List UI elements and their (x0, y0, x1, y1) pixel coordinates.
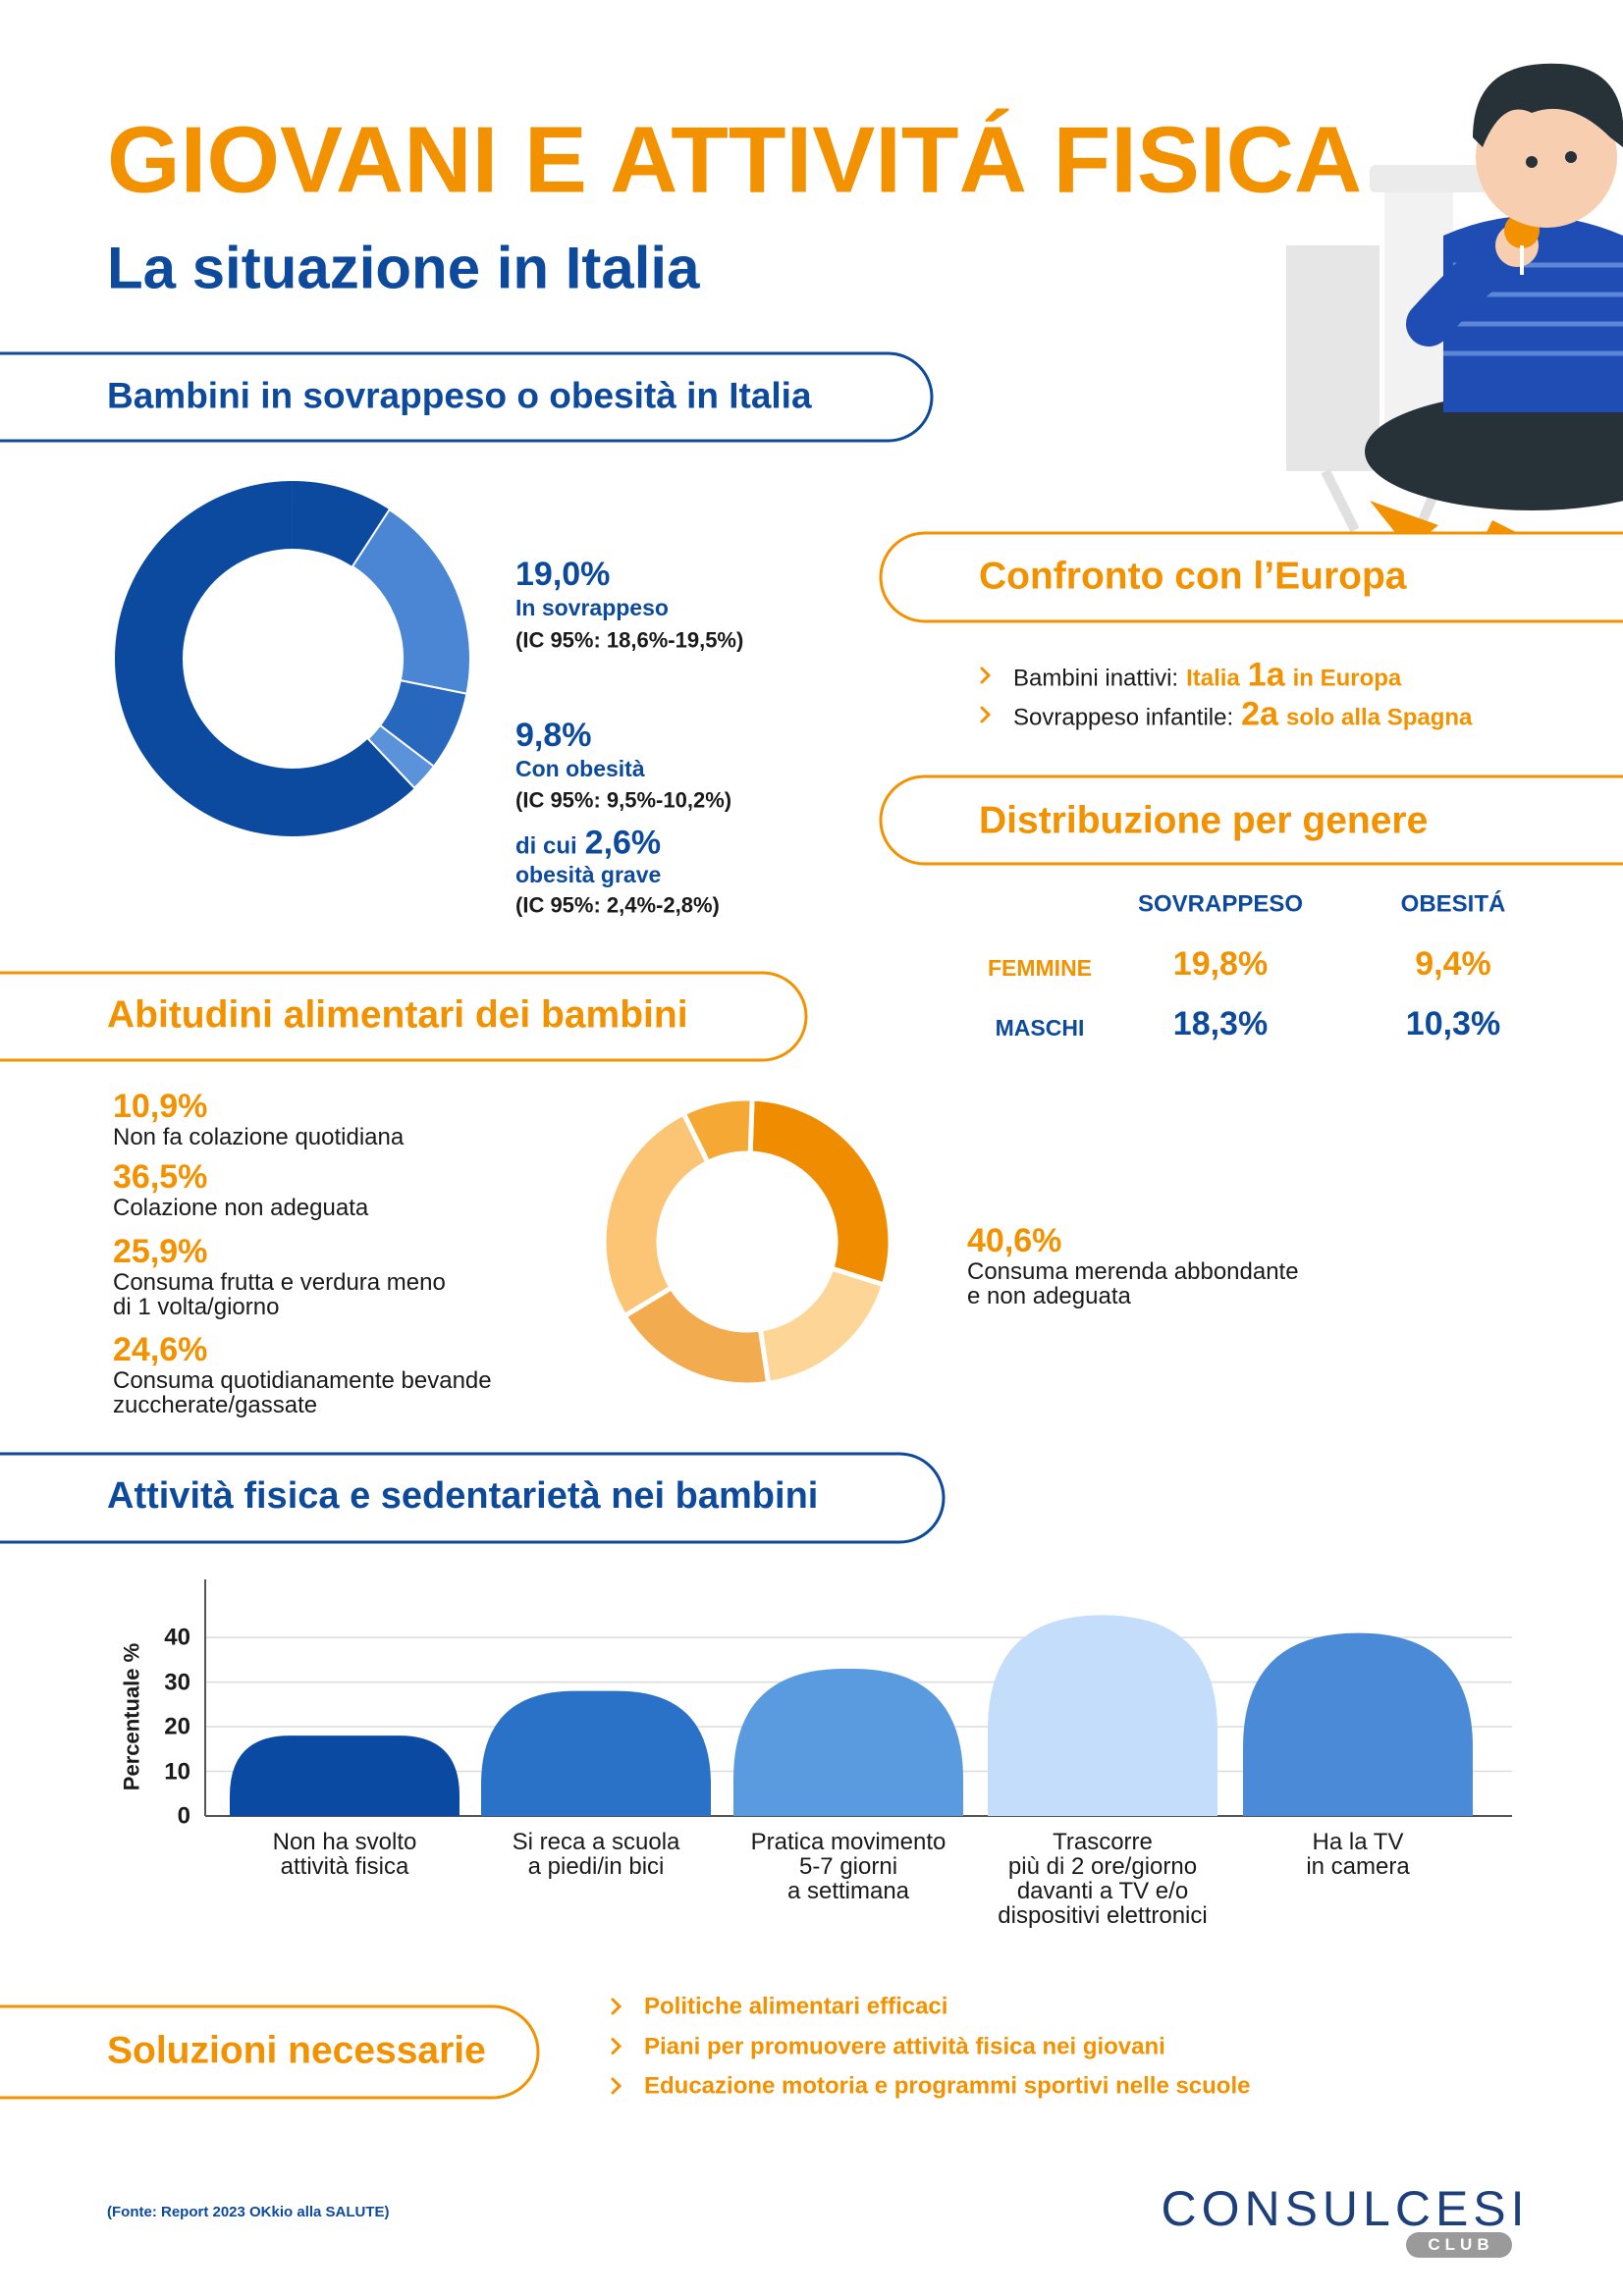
item-suffix: in Europa (1292, 665, 1402, 692)
solution-item: Politiche alimentari efficaci (644, 1993, 948, 2020)
category-label: Non fa colazione quotidiana (113, 1124, 405, 1150)
item-label: Sovrappeso infantile: (1013, 704, 1234, 731)
value-label: 40,6% (967, 1222, 1062, 1260)
value-label: 24,6% (113, 1331, 208, 1369)
logo-name: CONSULCESI (1161, 2180, 1530, 2236)
table-cell: 9,4% (1415, 945, 1491, 984)
title: GIOVANI E ATTIVITÁ FISICA (107, 107, 1363, 213)
section-title: Abitudini alimentari dei bambini (107, 993, 688, 1037)
logo-tag: CLUB (1428, 2235, 1494, 2255)
bullet-chevron (611, 2077, 622, 2095)
bar (1243, 1632, 1473, 1816)
donut-slice (601, 1109, 712, 1320)
donut-slice (747, 1095, 893, 1289)
bullet-chevron (611, 2038, 622, 2055)
item-label: Bambini inattivi: (1013, 665, 1179, 692)
illustration (1286, 63, 1623, 579)
item-suffix: solo alla Spagna (1285, 704, 1473, 731)
category-label: Consuma merenda abbondante e non adeguat… (967, 1258, 1299, 1309)
table-cell: 10,3% (1405, 1005, 1501, 1043)
subset-prefix: di cui (515, 832, 577, 860)
bar (733, 1668, 963, 1816)
value-label: 2,6% (584, 824, 662, 862)
section-title: Distribuzione per genere (979, 799, 1429, 842)
section-title: Soluzioni necessarie (107, 2029, 486, 2072)
value-label: 10,9% (113, 1088, 208, 1126)
section-title: Attività fisica e sedentarietà nei bambi… (107, 1475, 819, 1518)
interval-label: (IC 95%: 9,5%-10,2%) (515, 787, 732, 813)
bar (988, 1615, 1217, 1816)
section-pill (879, 531, 1623, 623)
bar (230, 1735, 460, 1816)
y-axis-label: Percentuale % (119, 1642, 144, 1791)
donut-slice (679, 1095, 755, 1166)
value-label: 19,0% (515, 556, 611, 594)
x-tick-label: Ha la TV in camera (1306, 1829, 1410, 1880)
item-rank: 2a (1241, 695, 1278, 733)
y-tick-label: 40 (164, 1624, 190, 1651)
item-highlight: Italia (1186, 665, 1240, 692)
category-label: Con obesità (515, 755, 645, 781)
value-label: 36,5% (113, 1158, 208, 1197)
category-label: Consuma quotidianamente bevande zucchera… (113, 1367, 492, 1418)
subtitle: La situazione in Italia (107, 235, 700, 301)
section-pill (879, 774, 1623, 866)
section-title: Confronto con l’Europa (979, 555, 1407, 598)
logo-tag-bg (1406, 2232, 1512, 2258)
bullet-chevron (611, 1998, 622, 2015)
category-label: Consuma frutta e verdura meno di 1 volta… (113, 1269, 446, 1320)
category-label: In sovrappeso (515, 594, 669, 620)
y-tick-label: 0 (177, 1802, 190, 1830)
y-tick-label: 10 (164, 1757, 190, 1785)
section-pill (0, 351, 934, 443)
section-pill (0, 1452, 946, 1544)
bar (481, 1690, 711, 1816)
x-tick-label: Pratica movimento 5-7 giorni a settimana (750, 1829, 947, 1904)
source-note: (Fonte: Report 2023 OKkio alla SALUTE) (107, 2204, 390, 2221)
category-label: Colazione non adeguata (113, 1195, 369, 1221)
y-tick-label: 30 (164, 1668, 190, 1695)
donut-slice (757, 1264, 888, 1387)
row-label: MASCHI (995, 1014, 1085, 1041)
x-tick-label: Si reca a scuola a piedi/in bici (512, 1829, 680, 1880)
table-header: OBESITÁ (1400, 890, 1506, 918)
table-header: SOVRAPPESO (1137, 890, 1304, 918)
row-label: FEMMINE (987, 954, 1093, 981)
interval-label: (IC 95%: 2,4%-2,8%) (515, 892, 720, 918)
interval-label: (IC 95%: 18,6%-19,5%) (515, 627, 744, 653)
x-tick-label: Non ha svolto attività fisica (272, 1829, 417, 1880)
section-title: Bambini in sovrappeso o obesità in Itali… (107, 375, 812, 416)
value-label: 9,8% (515, 717, 592, 755)
section-pill (0, 2004, 540, 2100)
section-pill (0, 971, 808, 1062)
item-rank: 1a (1247, 656, 1285, 694)
bullet-chevron (980, 706, 992, 723)
x-tick-label: Trascorre più di 2 ore/giorno davanti a … (998, 1829, 1208, 1929)
table-cell: 18,3% (1172, 1005, 1269, 1043)
donut-slice (366, 723, 436, 790)
y-tick-label: 20 (164, 1713, 190, 1740)
value-label: 25,9% (113, 1233, 208, 1271)
solution-item: Piani per promuovere attività fisica nei… (644, 2032, 1165, 2059)
category-label: obesità grave (515, 861, 662, 887)
subset-row: di cui 2,6% (515, 825, 661, 863)
bullet-chevron (980, 667, 992, 684)
table-cell: 19,8% (1172, 945, 1269, 984)
europe-item: Sovrappeso infantile: 2a solo alla Spagna (1013, 696, 1472, 734)
solution-item: Educazione motoria e programmi sportivi … (644, 2072, 1251, 2100)
europe-item: Bambini inattivi: Italia 1a in Europa (1013, 657, 1401, 695)
